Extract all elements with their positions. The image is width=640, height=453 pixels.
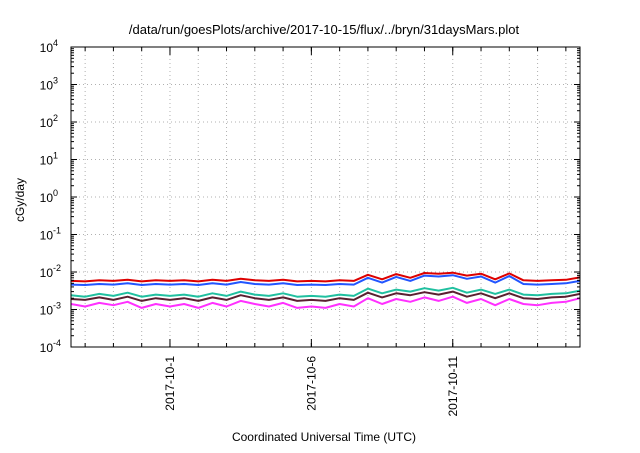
x-axis: 2017-10-1 2017-10-6 2017-10-11 <box>84 47 567 417</box>
y-axis-label: cGy/day <box>13 178 27 222</box>
series-line <box>70 274 581 286</box>
x-axis-label: Coordinated Universal Time (UTC) <box>232 430 416 444</box>
chart-title: /data/run/goesPlots/archive/2017-10-15/f… <box>129 22 520 37</box>
y-tick-label: 10 <box>40 266 54 280</box>
y-tick-exponent: -2 <box>53 263 61 273</box>
x-tick-label: 2017-10-11 <box>446 356 460 417</box>
y-tick-label: 10 <box>40 191 54 205</box>
y-tick-exponent: -4 <box>53 338 61 348</box>
y-tick-label: 10 <box>40 341 54 355</box>
y-tick-exponent: 1 <box>53 151 58 161</box>
y-tick-exponent: 0 <box>53 188 58 198</box>
y-tick-label: 10 <box>40 79 54 93</box>
y-tick-label: 10 <box>40 154 54 168</box>
series-layer <box>70 271 581 309</box>
y-tick-exponent: 3 <box>53 76 58 86</box>
y-tick-exponent: 4 <box>53 38 58 48</box>
y-tick-label: 10 <box>40 41 54 55</box>
y-tick-exponent: -1 <box>53 226 61 236</box>
y-tick-label: 10 <box>40 116 54 130</box>
y-tick-label: 10 <box>40 304 54 318</box>
y-tick-exponent: -3 <box>53 301 61 311</box>
x-tick-label: 2017-10-6 <box>304 356 318 411</box>
y-tick-label: 10 <box>40 229 54 243</box>
series-line <box>70 290 581 302</box>
y-tick-exponent: 2 <box>53 113 58 123</box>
series-line <box>70 295 581 309</box>
x-tick-label: 2017-10-1 <box>163 356 177 411</box>
series-line <box>70 271 581 283</box>
grid <box>71 47 580 347</box>
series-line <box>70 286 581 298</box>
